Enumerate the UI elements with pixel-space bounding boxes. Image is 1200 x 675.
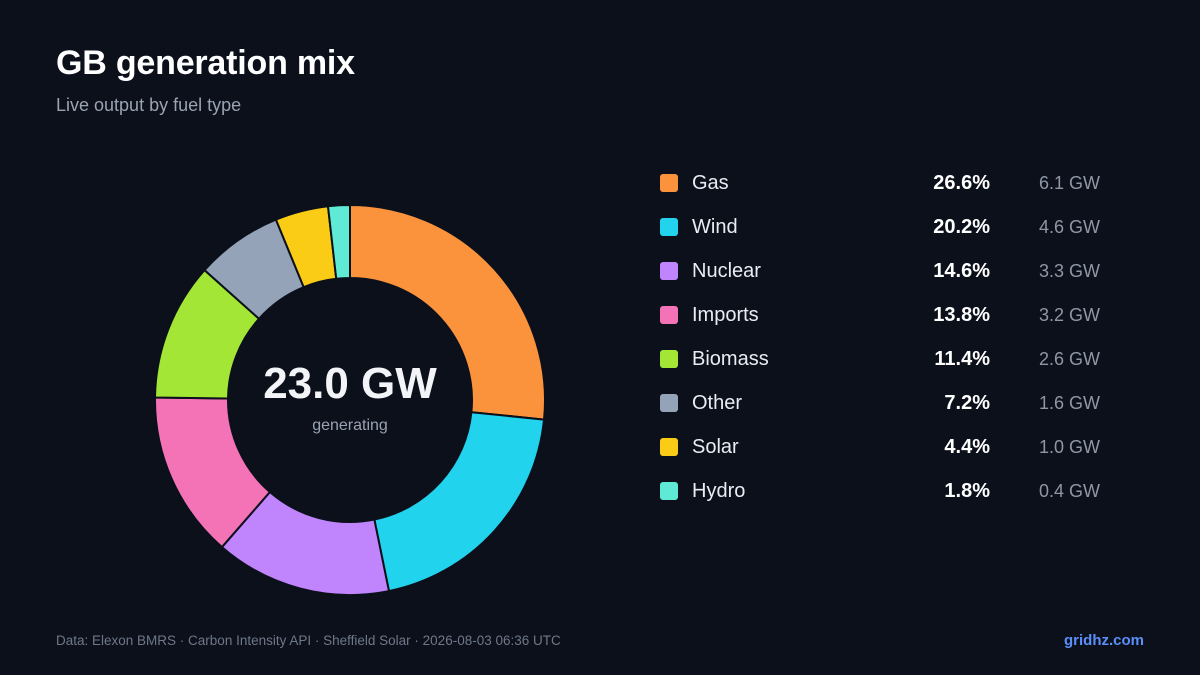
legend-percent: 11.4% bbox=[934, 348, 990, 370]
donut-slice-gas bbox=[349, 204, 546, 421]
legend-item-solar: Solar 4.4% 1.0 GW bbox=[660, 425, 1120, 469]
legend-label: Imports bbox=[692, 304, 759, 326]
legend-item-hydro: Hydro 1.8% 0.4 GW bbox=[660, 469, 1120, 513]
legend-swatch bbox=[660, 174, 678, 192]
legend-gigawatts: 3.3 GW bbox=[1039, 261, 1101, 281]
legend-item-wind: Wind 20.2% 4.6 GW bbox=[660, 205, 1120, 249]
legend-percent: 13.8% bbox=[933, 304, 990, 326]
legend-gigawatts: 4.6 GW bbox=[1039, 217, 1101, 237]
legend-label: Wind bbox=[692, 216, 738, 238]
page-subtitle: Live output by fuel type bbox=[56, 95, 242, 115]
legend-label: Gas bbox=[692, 172, 729, 194]
legend-item-other: Other 7.2% 1.6 GW bbox=[660, 381, 1120, 425]
legend-swatch bbox=[660, 438, 678, 456]
donut-slice-wind bbox=[373, 411, 546, 593]
legend-label: Solar bbox=[692, 436, 739, 458]
legend-label: Biomass bbox=[692, 348, 769, 370]
legend-gigawatts: 3.2 GW bbox=[1039, 305, 1101, 325]
legend-gigawatts: 1.6 GW bbox=[1039, 393, 1101, 413]
legend-percent: 7.2% bbox=[944, 392, 990, 414]
legend-swatch bbox=[660, 306, 678, 324]
center-label: generating bbox=[312, 417, 388, 434]
legend-gigawatts: 6.1 GW bbox=[1039, 173, 1101, 193]
donut-chart: 23.0 GW generating bbox=[154, 204, 546, 596]
legend-item-nuclear: Nuclear 14.6% 3.3 GW bbox=[660, 249, 1120, 293]
legend-item-gas: Gas 26.6% 6.1 GW bbox=[660, 161, 1120, 205]
legend-label: Hydro bbox=[692, 480, 746, 502]
legend-percent: 14.6% bbox=[933, 260, 990, 282]
legend-item-imports: Imports 13.8% 3.2 GW bbox=[660, 293, 1120, 337]
center-total: 23.0 GW bbox=[263, 359, 437, 408]
legend-percent: 20.2% bbox=[933, 216, 990, 238]
legend-swatch bbox=[660, 482, 678, 500]
legend-swatch bbox=[660, 350, 678, 368]
legend-gigawatts: 0.4 GW bbox=[1039, 481, 1101, 501]
legend-percent: 26.6% bbox=[933, 172, 990, 194]
footer-source: Data: Elexon BMRS · Carbon Intensity API… bbox=[56, 633, 561, 648]
donut-slices bbox=[154, 204, 546, 596]
page-title: GB generation mix bbox=[56, 44, 355, 82]
footer-brand-link[interactable]: gridhz.com bbox=[1063, 632, 1144, 649]
legend: Gas 26.6% 6.1 GW Wind 20.2% 4.6 GW Nuclear 14.6… bbox=[660, 161, 1120, 513]
legend-swatch bbox=[660, 218, 678, 236]
legend-gigawatts: 1.0 GW bbox=[1039, 437, 1101, 457]
legend-gigawatts: 2.6 GW bbox=[1039, 349, 1101, 369]
legend-item-biomass: Biomass 11.4% 2.6 GW bbox=[660, 337, 1120, 381]
legend-percent: 4.4% bbox=[944, 436, 990, 458]
legend-label: Other bbox=[692, 392, 743, 414]
legend-label: Nuclear bbox=[692, 260, 761, 282]
legend-percent: 1.8% bbox=[944, 480, 990, 502]
donut-slice-hydro bbox=[326, 204, 351, 280]
legend-swatch bbox=[660, 262, 678, 280]
legend-swatch bbox=[660, 394, 678, 412]
